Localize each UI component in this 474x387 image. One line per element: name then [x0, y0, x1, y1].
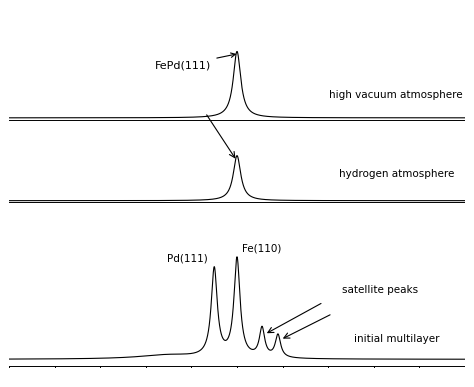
Text: Fe(110): Fe(110) [242, 243, 281, 253]
Text: Pd(111): Pd(111) [167, 253, 208, 264]
Text: satellite peaks: satellite peaks [342, 285, 418, 295]
Text: high vacuum atmosphere: high vacuum atmosphere [329, 90, 463, 99]
Text: initial multilayer: initial multilayer [354, 334, 439, 344]
Text: FePd(111): FePd(111) [155, 53, 235, 70]
Text: hydrogen atmosphere: hydrogen atmosphere [338, 169, 454, 179]
